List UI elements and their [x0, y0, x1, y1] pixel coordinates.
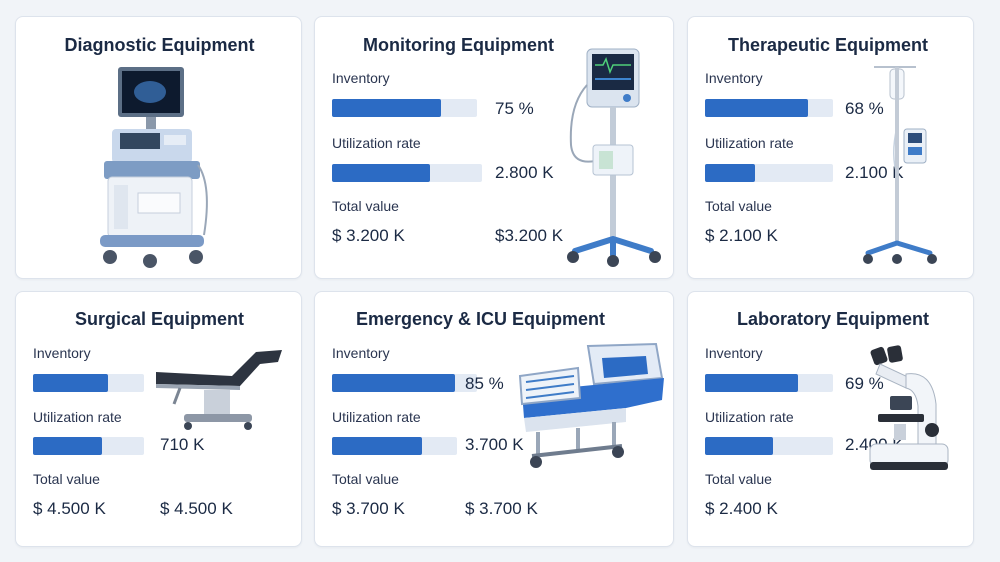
infusion-stand-image	[863, 66, 937, 264]
card-title: Surgical Equipment	[75, 309, 245, 329]
total-value-label: Total value	[705, 198, 772, 214]
total-value-side: $ 3.700 K	[465, 499, 538, 518]
inventory-label: Inventory	[33, 345, 91, 361]
inventory-bar-fill	[33, 374, 109, 392]
patient-monitor-image	[567, 48, 661, 267]
total-value-label: Total value	[332, 471, 399, 487]
card-surgical: Surgical Equipment Inventory Utilization…	[15, 291, 302, 547]
inventory-value: 68 %	[845, 99, 884, 118]
inventory-label: Inventory	[332, 345, 390, 361]
inventory-bar-fill	[705, 374, 798, 392]
total-value-side: $3.200 K	[495, 226, 564, 245]
total-value-label: Total value	[705, 471, 772, 487]
utilization-value: 2.800 K	[495, 163, 554, 182]
utilization-label: Utilization rate	[332, 409, 421, 425]
surgical-table-image	[156, 350, 282, 430]
microscope-image	[869, 345, 949, 470]
card-therapeutic: Therapeutic Equipment Inventory 68 % Uti…	[687, 16, 974, 279]
utilization-bar-fill	[33, 437, 102, 455]
inventory-bar	[705, 99, 833, 117]
total-value-label: Total value	[332, 198, 399, 214]
total-value: $ 3.700 K	[332, 499, 405, 518]
utilization-bar-fill	[332, 437, 422, 455]
total-value: $ 4.500 K	[33, 499, 106, 518]
utilization-value: 710 K	[160, 435, 205, 454]
utilization-bar	[332, 437, 457, 455]
utilization-label: Utilization rate	[332, 135, 421, 151]
utilization-bar	[705, 437, 833, 455]
card-title: Emergency & ICU Equipment	[356, 309, 606, 329]
utilization-bar	[33, 437, 144, 455]
card-title: Monitoring Equipment	[363, 35, 554, 55]
total-value: $ 2.400 K	[705, 499, 778, 518]
inventory-label: Inventory	[705, 345, 763, 361]
inventory-bar-fill	[332, 374, 456, 392]
utilization-value: 3.700 K	[465, 435, 524, 454]
inventory-bar	[705, 374, 833, 392]
inventory-label: Inventory	[705, 70, 763, 86]
utilization-bar-fill	[705, 164, 755, 182]
inventory-value: 85 %	[465, 374, 504, 393]
total-value: $ 3.200 K	[332, 226, 405, 245]
inventory-label: Inventory	[332, 70, 390, 86]
inventory-bar	[332, 374, 477, 392]
inventory-bar	[332, 99, 477, 117]
card-emergency: Emergency & ICU Equipment Inventory 85 %…	[314, 291, 674, 547]
utilization-bar	[332, 164, 482, 182]
total-value-side: $ 4.500 K	[160, 499, 233, 518]
inventory-bar-fill	[332, 99, 441, 117]
utilization-bar-fill	[332, 164, 430, 182]
inventory-bar-fill	[705, 99, 808, 117]
ultrasound-machine-image	[100, 67, 208, 268]
total-value: $ 2.100 K	[705, 226, 778, 245]
card-title: Laboratory Equipment	[737, 309, 930, 329]
utilization-bar-fill	[705, 437, 773, 455]
inventory-bar	[33, 374, 144, 392]
utilization-label: Utilization rate	[33, 409, 122, 425]
inventory-value: 75 %	[495, 99, 534, 118]
inventory-value: 69 %	[845, 374, 884, 393]
total-value-label: Total value	[33, 471, 100, 487]
icu-bed-image	[518, 342, 664, 468]
utilization-bar	[705, 164, 833, 182]
card-laboratory: Laboratory Equipment Inventory 69 % Util…	[687, 291, 974, 547]
card-title: Therapeutic Equipment	[728, 35, 929, 55]
utilization-value: 2.100 K	[845, 163, 904, 182]
utilization-label: Utilization rate	[705, 409, 794, 425]
card-diagnostic: Diagnostic Equipment	[15, 16, 302, 279]
card-monitoring: Monitoring Equipment Inventory 75 % Util…	[314, 16, 674, 279]
card-title: Diagnostic Equipment	[64, 35, 255, 55]
utilization-label: Utilization rate	[705, 135, 794, 151]
